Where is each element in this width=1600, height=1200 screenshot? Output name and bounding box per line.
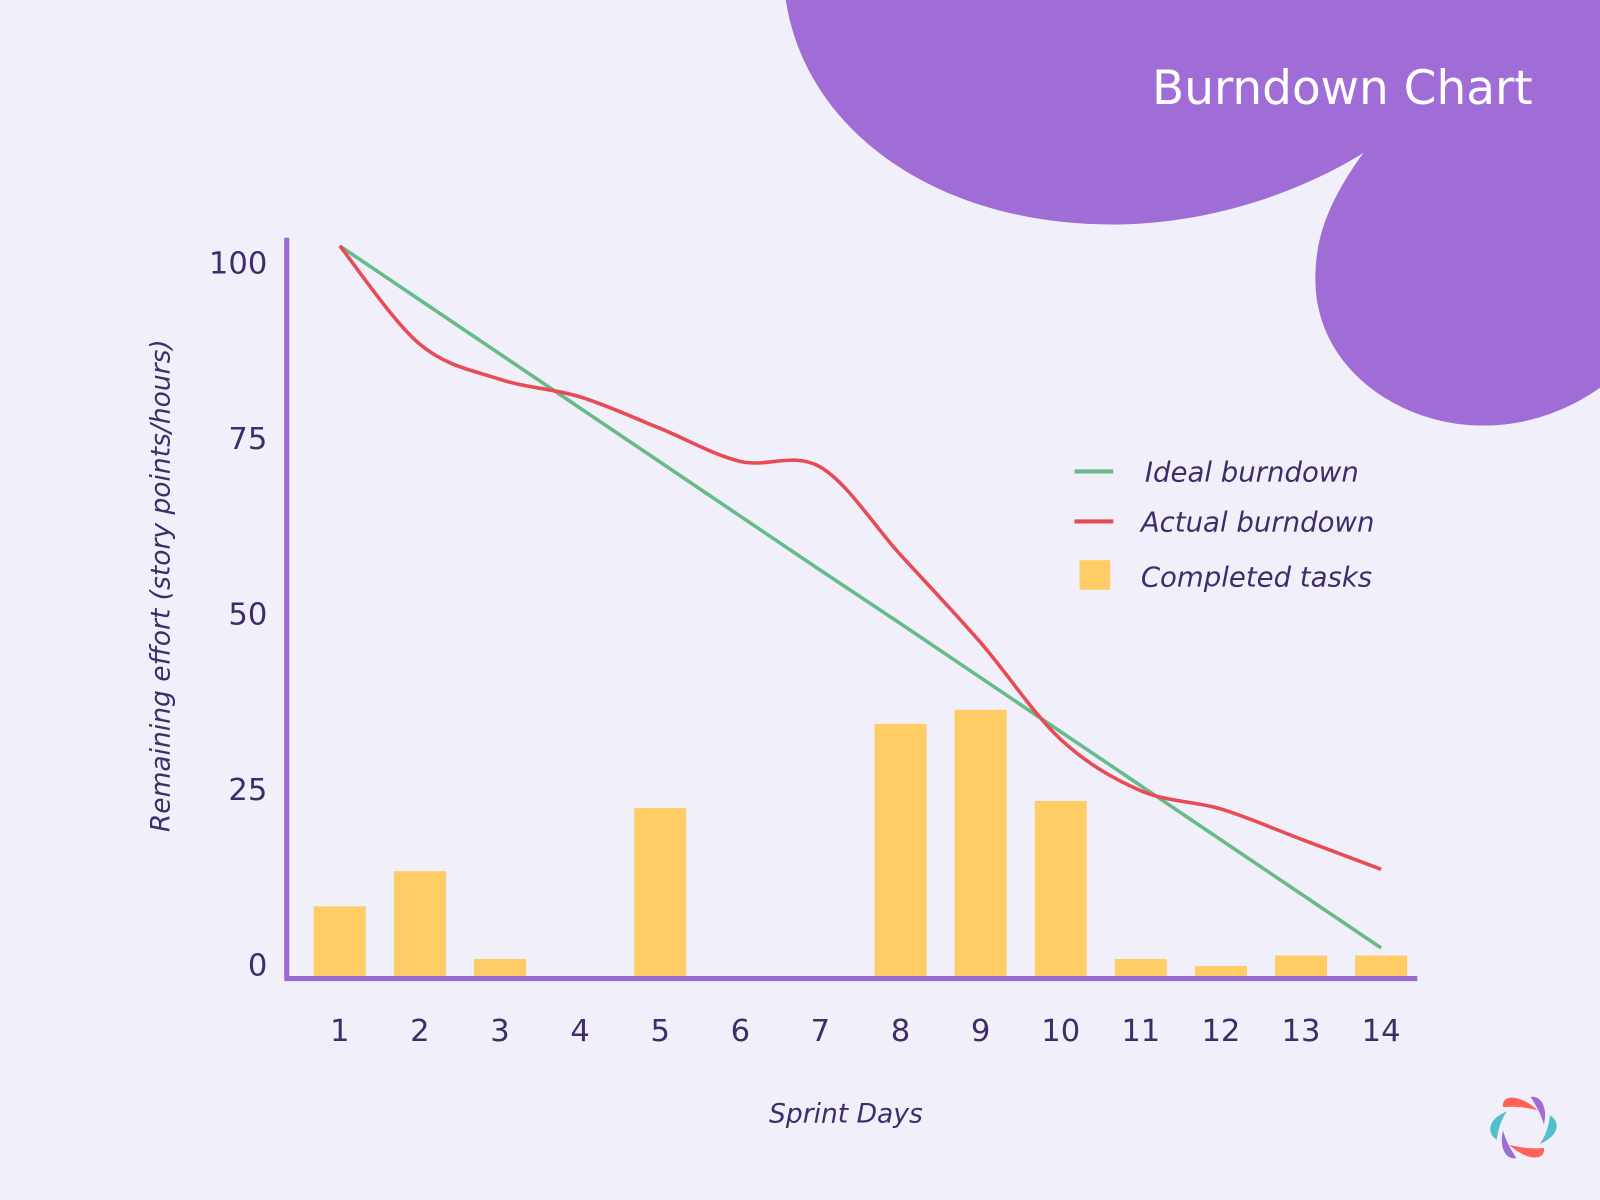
petal-ring-logo [1490,1096,1557,1159]
legend-actual-label: Actual burndown [1139,507,1375,539]
x-tick-label: 2 [410,1014,429,1049]
legend-completed-swatch [1079,560,1111,590]
x-tick-label: 1 [330,1014,349,1049]
x-tick-label: 3 [490,1014,509,1049]
x-axis-label: Sprint Days [769,1098,923,1129]
x-tick-label: 4 [570,1014,589,1049]
bar-day-5 [634,808,687,977]
bar-day-10 [1034,801,1087,977]
title-blob [785,0,1600,426]
y-tick-label: 0 [248,949,267,984]
ideal-burndown-line [338,244,1383,950]
bar-day-2 [393,871,446,977]
y-tick-label: 25 [228,773,267,808]
actual-burndown-line [338,244,1382,872]
x-tick-label: 8 [891,1014,910,1049]
bar-day-9 [954,709,1007,977]
x-tick-label: 7 [811,1014,830,1049]
x-tick-label: 13 [1282,1014,1321,1049]
x-tick-label: 12 [1201,1014,1240,1049]
bar-day-1 [313,906,366,977]
legend-ideal-label: Ideal burndown [1145,457,1359,489]
x-tick-label: 6 [731,1014,750,1049]
y-tick-label: 75 [228,422,267,457]
x-tick-label: 10 [1041,1014,1080,1049]
legend-completed-label: Completed tasks [1141,562,1372,594]
chart-title: Burndown Chart [1152,61,1533,116]
bar-day-11 [1114,958,1167,977]
x-tick-label: 5 [650,1014,669,1049]
x-tick-label: 9 [971,1014,990,1049]
bar-day-8 [874,723,927,977]
legend: Ideal burndown Actual burndown Completed… [1074,457,1374,594]
y-axis-label: Remaining effort (story points/hours) [145,339,176,832]
bar-day-3 [473,958,527,977]
y-tick-label: 50 [228,597,267,632]
bar-day-13 [1275,955,1328,977]
y-tick-label: 100 [209,246,267,281]
bar-day-14 [1355,955,1408,977]
bar-day-12 [1194,966,1247,977]
x-tick-label: 14 [1362,1014,1401,1049]
x-tick-label: 11 [1121,1014,1160,1049]
